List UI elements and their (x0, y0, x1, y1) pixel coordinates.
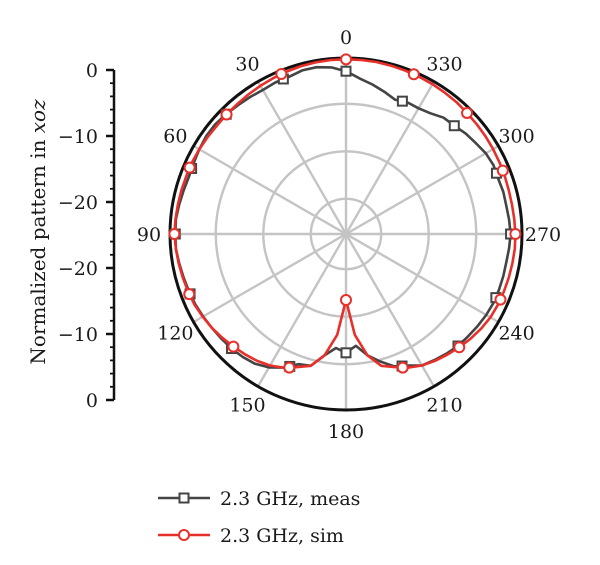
series-2-marker-8 (340, 294, 352, 306)
series-1-marker-0 (340, 65, 352, 77)
angle-tick-300: 300 (498, 126, 534, 148)
series-1-marker-15 (396, 95, 408, 107)
radial-tick-label-3: −20 (58, 258, 98, 280)
radial-axis: 0 −10 −20 −20 −10 0 (58, 60, 116, 412)
series-2-marker-14 (461, 106, 474, 119)
y-axis-label-italic: xoz (26, 99, 50, 133)
radial-tick-label-2: −20 (58, 192, 98, 214)
y-axis-label: Normalized pattern in xoz (26, 99, 50, 365)
series-layer (168, 53, 522, 374)
series-2-marker-6 (227, 340, 240, 353)
angle-tick-120: 120 (157, 323, 193, 345)
legend-marker-1 (178, 492, 190, 504)
series-2-marker-3 (183, 161, 196, 174)
angle-tick-60: 60 (163, 126, 187, 148)
series-2-marker-4 (168, 228, 181, 240)
series-2-marker-5 (183, 288, 196, 301)
angle-tick-0: 0 (340, 27, 352, 49)
angle-tick-30: 30 (235, 53, 259, 75)
angle-tick-180: 180 (328, 421, 364, 443)
angle-tick-240: 240 (498, 323, 534, 345)
series-2-marker-10 (453, 341, 466, 354)
series-2-marker-7 (283, 361, 296, 374)
series-2-marker-11 (494, 293, 507, 306)
angle-tick-330: 330 (426, 53, 462, 75)
legend-label-2: 2.3 GHz, sim (220, 525, 344, 547)
angle-tick-210: 210 (426, 395, 462, 417)
legend-label-1: 2.3 GHz, meas (220, 488, 360, 510)
series-1-marker-14 (448, 120, 460, 132)
angle-tick-labels: 0 30 60 90 120 150 180 210 240 270 300 330 (137, 27, 561, 443)
radial-tick-label-4: −10 (58, 324, 98, 346)
legend: 2.3 GHz, meas 2.3 GHz, sim (158, 488, 360, 547)
series-2-marker-0 (340, 53, 352, 66)
angle-tick-270: 270 (525, 224, 561, 246)
angle-tick-150: 150 (229, 395, 265, 417)
radial-tick-label-0: 0 (86, 60, 98, 82)
radial-tick-label-1: −10 (58, 126, 98, 148)
series-2-marker-12 (509, 228, 522, 240)
legend-marker-2 (178, 529, 190, 541)
series-2-marker-15 (407, 68, 420, 81)
grid-spoke-150 (256, 80, 436, 388)
angle-tick-90: 90 (137, 224, 161, 246)
series-2-marker-2 (220, 108, 233, 121)
radial-tick-label-5: 0 (86, 390, 98, 412)
series-2-marker-9 (396, 361, 409, 374)
series-2-marker-13 (496, 164, 509, 177)
series-1-marker-8 (340, 347, 352, 359)
y-axis-label-prefix: Normalized pattern in (26, 133, 50, 364)
series-2-marker-1 (275, 67, 288, 80)
